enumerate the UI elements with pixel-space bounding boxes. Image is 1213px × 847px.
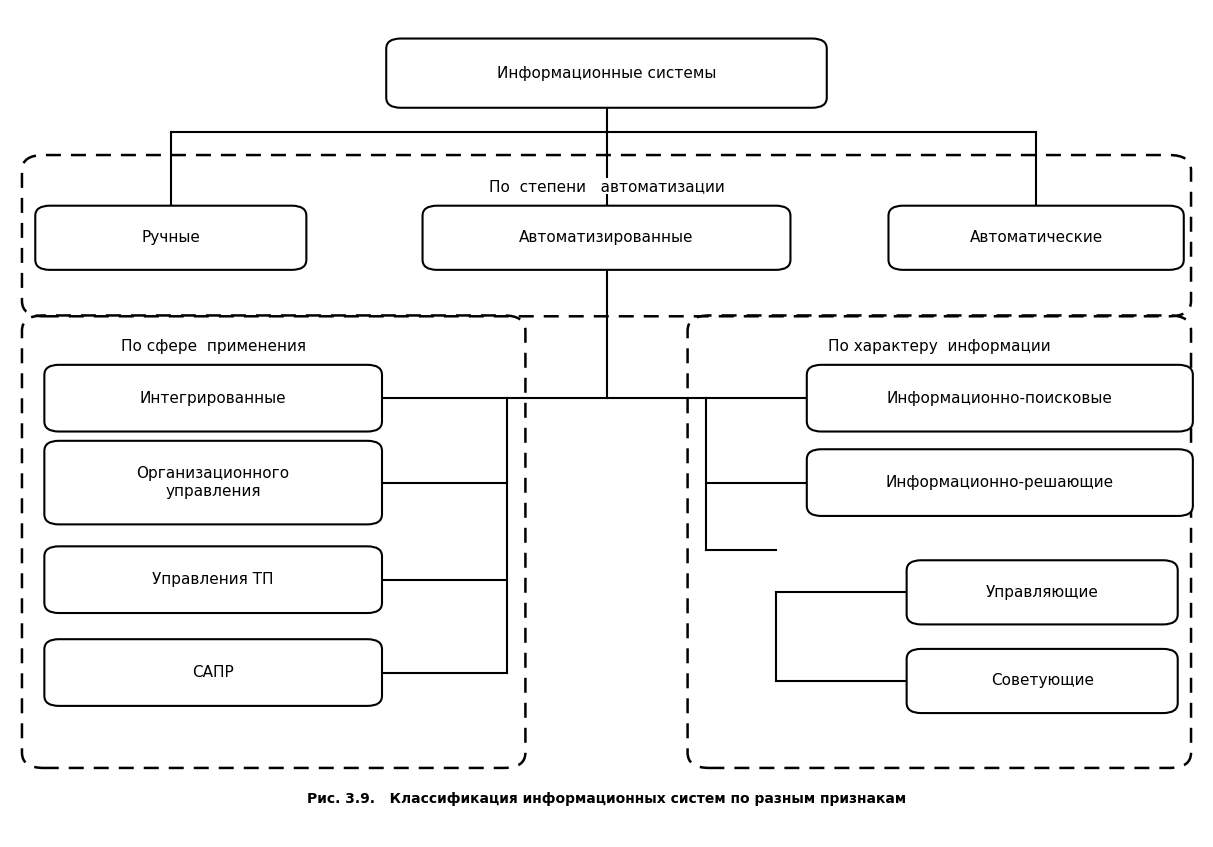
Text: Информационно-поисковые: Информационно-поисковые [887,390,1112,406]
FancyBboxPatch shape [45,440,382,524]
Text: Управляющие: Управляющие [986,584,1099,600]
Text: Управления ТП: Управления ТП [153,573,274,587]
FancyBboxPatch shape [888,206,1184,270]
FancyBboxPatch shape [906,649,1178,713]
FancyBboxPatch shape [906,560,1178,624]
FancyBboxPatch shape [807,449,1192,516]
Text: Организационного
управления: Организационного управления [137,466,290,500]
FancyBboxPatch shape [45,365,382,431]
FancyBboxPatch shape [386,38,827,108]
Text: Ручные: Ручные [142,230,200,246]
FancyBboxPatch shape [807,365,1192,431]
FancyBboxPatch shape [422,206,791,270]
Text: САПР: САПР [193,665,234,680]
Text: По сфере  применения: По сфере применения [120,339,306,354]
Text: Автоматические: Автоматические [969,230,1103,246]
Text: Интегрированные: Интегрированные [139,390,286,406]
Text: Информационно-решающие: Информационно-решающие [885,475,1114,490]
Text: Информационные системы: Информационные системы [497,66,716,80]
FancyBboxPatch shape [45,639,382,706]
Text: По характеру  информации: По характеру информации [828,339,1050,354]
Text: По  степени   автоматизации: По степени автоматизации [489,179,724,194]
Text: Рис. 3.9.   Классификация информационных систем по разным признакам: Рис. 3.9. Классификация информационных с… [307,792,906,806]
FancyBboxPatch shape [35,206,307,270]
FancyBboxPatch shape [45,546,382,613]
Text: Советующие: Советующие [991,673,1094,689]
Text: Автоматизированные: Автоматизированные [519,230,694,246]
